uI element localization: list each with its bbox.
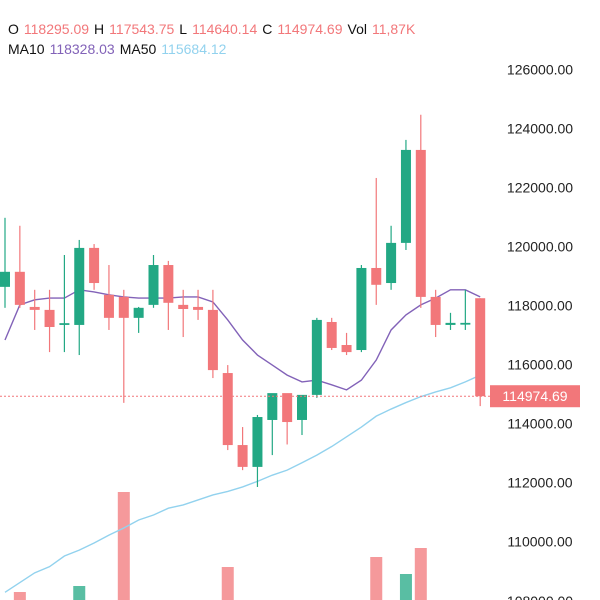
y-tick-label: 126000.00 — [507, 62, 573, 78]
last-price-box — [490, 385, 580, 408]
header-value: 117543.75 — [109, 21, 174, 37]
header-row: O 118295.09 H 117543.75 L 114640.14 C 114974.69… — [8, 21, 416, 37]
candle-body — [103, 294, 114, 318]
candle-body — [311, 319, 322, 395]
last-price-label: 114974.69 — [502, 388, 567, 404]
y-tick-label: 116000.00 — [507, 357, 572, 373]
candle-body — [59, 323, 70, 325]
y-tick-label: 122000.00 — [507, 180, 573, 196]
candle-body — [475, 298, 486, 397]
candle-body — [193, 306, 204, 310]
candle-body — [44, 309, 55, 328]
header-value: 114974.69 — [277, 21, 342, 37]
ma-line — [4, 374, 481, 593]
candle-body — [222, 373, 233, 446]
candle-body — [267, 393, 278, 420]
candle-body — [415, 149, 426, 297]
y-tick-label: 118000.00 — [507, 298, 572, 314]
candle-body — [356, 267, 367, 351]
header-label: Vol — [348, 21, 367, 37]
candle-body — [118, 296, 129, 318]
y-tick-label: 112000.00 — [507, 475, 572, 491]
volume-bar — [221, 567, 234, 600]
candle-body — [89, 247, 100, 284]
candle-body — [282, 393, 293, 423]
header-label: H — [94, 21, 104, 37]
header-value: 118328.03 — [50, 41, 115, 57]
volume-bar — [414, 548, 427, 600]
volume-pane — [13, 492, 427, 600]
candle-body — [14, 271, 25, 305]
header-value: 11,87K — [372, 21, 416, 37]
candle-body — [445, 322, 456, 325]
header-label: MA10 — [8, 41, 45, 57]
header-value: 114640.14 — [192, 21, 257, 37]
candle-body — [341, 345, 352, 353]
header-value: 118295.09 — [24, 21, 89, 37]
header-label: L — [179, 21, 187, 37]
header: O 118295.09 H 117543.75 L 114640.14 C 114974.69… — [8, 21, 416, 57]
header-label: C — [262, 21, 272, 37]
candles — [0, 114, 486, 487]
y-tick-label: 108000.00 — [507, 593, 573, 600]
candle-body — [460, 322, 471, 325]
y-tick-label: 110000.00 — [507, 534, 572, 550]
volume-bar — [73, 586, 86, 600]
volume-bar — [13, 592, 26, 600]
price-axis: 126000.00 124000.00 122000.00 120000.00 1180… — [0, 62, 580, 600]
candle-body — [0, 271, 10, 287]
candle-body — [178, 304, 189, 310]
volume-bar — [399, 574, 412, 600]
candle-body — [430, 296, 441, 325]
header-label: O — [8, 21, 19, 37]
candle-body — [74, 247, 85, 325]
y-tick-label: 120000.00 — [507, 239, 573, 255]
header-value: 115684.12 — [161, 41, 226, 57]
candle-body — [400, 149, 411, 243]
candle-body — [371, 267, 382, 285]
candle-body — [326, 321, 337, 348]
y-tick-label: 124000.00 — [507, 121, 573, 137]
header-row: MA10 118328.03 MA50 115684.12 — [8, 41, 227, 57]
candle-body — [163, 265, 174, 303]
candle-body — [207, 309, 218, 371]
y-tick-label: 114000.00 — [507, 416, 572, 432]
header-label: MA50 — [120, 41, 157, 57]
candle-body — [297, 394, 307, 420]
candle-body — [29, 306, 40, 310]
candle-body — [133, 307, 144, 318]
volume-bar — [117, 492, 130, 600]
candle-body — [386, 242, 397, 284]
candle-body — [252, 417, 263, 467]
candle-body — [148, 265, 159, 305]
volume-bar — [370, 557, 383, 600]
candle-body — [237, 445, 248, 467]
